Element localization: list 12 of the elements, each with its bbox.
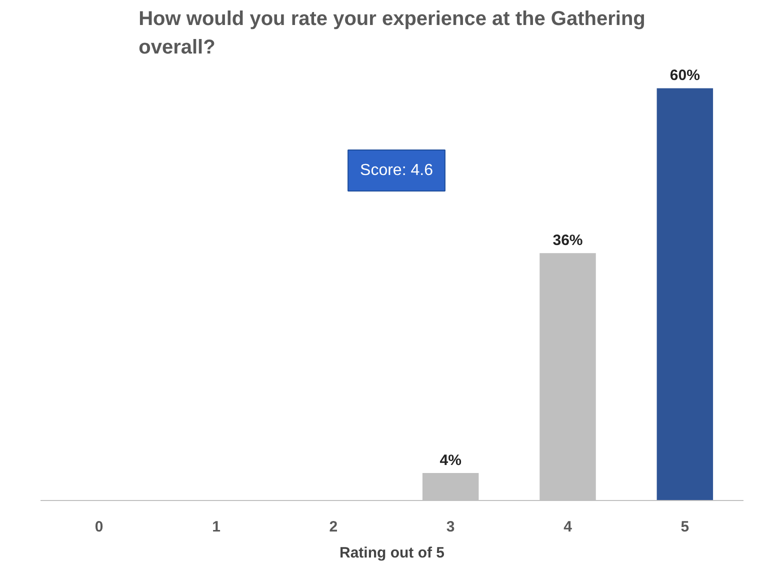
- x-tick-label: 5: [680, 518, 690, 536]
- x-axis-title: Rating out of 5: [340, 544, 445, 562]
- x-tick-label: 3: [446, 518, 455, 536]
- x-tick-label: 4: [564, 518, 573, 536]
- data-label: 36%: [552, 232, 583, 250]
- chart-title: How would you rate your experience at the Gathering overall?: [138, 8, 646, 58]
- data-label: 4%: [440, 452, 462, 470]
- x-tick-label: 0: [94, 518, 104, 536]
- x-tick-label: 1: [212, 518, 220, 536]
- data-label: 60%: [670, 67, 700, 84]
- x-tick-label: 2: [329, 518, 338, 536]
- annotation: Score: 4.6: [360, 162, 434, 179]
